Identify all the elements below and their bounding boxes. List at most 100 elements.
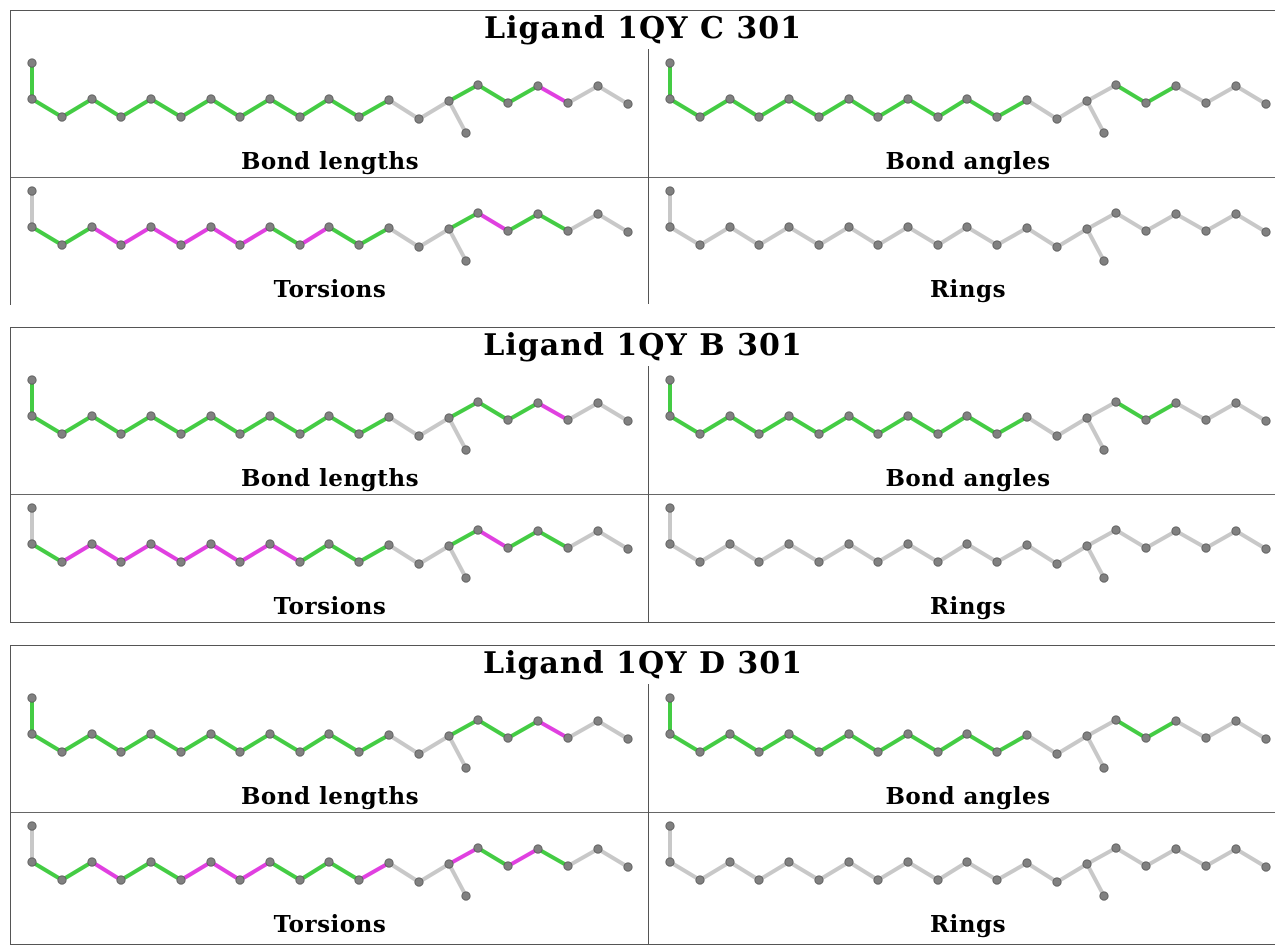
bond-7 <box>847 414 880 436</box>
atom-7 <box>844 411 854 421</box>
bond-21 <box>596 84 630 106</box>
bond-10 <box>298 225 331 247</box>
bond-16 <box>1085 528 1118 548</box>
panel-torsions: Torsions <box>11 177 649 305</box>
bond-12 <box>995 98 1029 119</box>
atom-9 <box>903 94 913 104</box>
atom-19 <box>533 844 543 854</box>
molecule-diagram <box>27 503 633 583</box>
atom-10 <box>933 112 943 122</box>
bond-21 <box>596 719 630 741</box>
bond-14 <box>417 99 451 121</box>
atom-15 <box>1082 541 1092 551</box>
bond-13 <box>1025 226 1059 249</box>
atom-4 <box>754 429 764 439</box>
atom-7 <box>206 94 216 104</box>
molecule-diagram <box>665 58 1271 138</box>
bond-8 <box>238 414 272 436</box>
atom-6 <box>176 747 186 757</box>
atom-8 <box>873 429 883 439</box>
atom-5 <box>146 94 156 104</box>
bond-18 <box>1144 84 1178 105</box>
bond-7 <box>209 542 242 564</box>
atom-1 <box>665 729 675 739</box>
bond-19 <box>536 847 570 868</box>
panel-label-torsions: Torsions <box>273 276 387 303</box>
atom-12 <box>354 429 364 439</box>
atom-19 <box>1171 526 1181 536</box>
atom-7 <box>206 222 216 232</box>
atom-11 <box>962 857 972 867</box>
bond-17 <box>476 846 510 868</box>
atom-17 <box>473 525 483 535</box>
atom-21 <box>1231 844 1241 854</box>
bond-2 <box>698 860 732 882</box>
bond-10 <box>936 860 969 882</box>
bond-13 <box>387 733 421 756</box>
atom-21 <box>593 209 603 219</box>
atom-19 <box>1171 209 1181 219</box>
atom-19 <box>533 81 543 91</box>
atom-1 <box>27 729 37 739</box>
panel-bond-angles: Bond angles <box>649 684 1275 812</box>
atom-10 <box>295 747 305 757</box>
atom-14 <box>414 877 424 887</box>
bond-3 <box>728 225 761 247</box>
atom-1 <box>665 411 675 421</box>
atom-8 <box>235 112 245 122</box>
atom-7 <box>206 857 216 867</box>
atom-3 <box>725 729 735 739</box>
bond-7 <box>847 225 880 247</box>
atom-12 <box>354 240 364 250</box>
panel-divider-vertical <box>648 49 649 304</box>
atom-0 <box>27 503 37 513</box>
atom-4 <box>116 429 126 439</box>
bond-5 <box>787 97 821 119</box>
bond-17 <box>1114 846 1148 868</box>
bond-5 <box>149 860 183 882</box>
bond-6 <box>817 732 851 754</box>
atom-1 <box>665 857 675 867</box>
bond-21 <box>1234 719 1268 741</box>
bond-19 <box>536 84 570 105</box>
bond-17 <box>476 528 510 550</box>
bond-13 <box>1025 415 1059 438</box>
bond-12 <box>995 733 1029 754</box>
bond-16 <box>1085 400 1118 420</box>
bond-15 <box>447 416 468 452</box>
bond-9 <box>268 97 302 119</box>
bond-5 <box>149 225 183 247</box>
atom-10 <box>933 429 943 439</box>
panel-rings: Rings <box>649 812 1275 940</box>
atom-2 <box>695 557 705 567</box>
atom-22 <box>1261 544 1271 554</box>
bond-7 <box>847 542 880 564</box>
atom-17 <box>473 208 483 218</box>
atom-4 <box>754 240 764 250</box>
bond-20 <box>566 212 600 233</box>
atom-6 <box>176 557 186 567</box>
bond-5 <box>787 860 821 882</box>
bond-8 <box>238 97 272 119</box>
atom-17 <box>473 397 483 407</box>
atom-18 <box>503 733 513 743</box>
atom-8 <box>235 747 245 757</box>
panel-rings: Rings <box>649 494 1275 622</box>
molecule-diagram <box>665 186 1271 266</box>
atom-18 <box>1141 226 1151 236</box>
bond-6 <box>817 225 851 247</box>
bond-11 <box>965 97 999 119</box>
bond-10 <box>298 97 331 119</box>
bond-11 <box>327 860 361 882</box>
atom-11 <box>324 94 334 104</box>
atom-16 <box>461 891 471 901</box>
bond-15 <box>447 227 468 263</box>
bond-16 <box>447 400 480 420</box>
bond-8 <box>876 225 910 247</box>
atom-2 <box>57 429 67 439</box>
bond-20 <box>1204 84 1238 105</box>
atom-14 <box>414 559 424 569</box>
atom-21 <box>1231 209 1241 219</box>
bond-16 <box>1085 718 1118 738</box>
panel-label-bond-lengths: Bond lengths <box>240 465 420 492</box>
